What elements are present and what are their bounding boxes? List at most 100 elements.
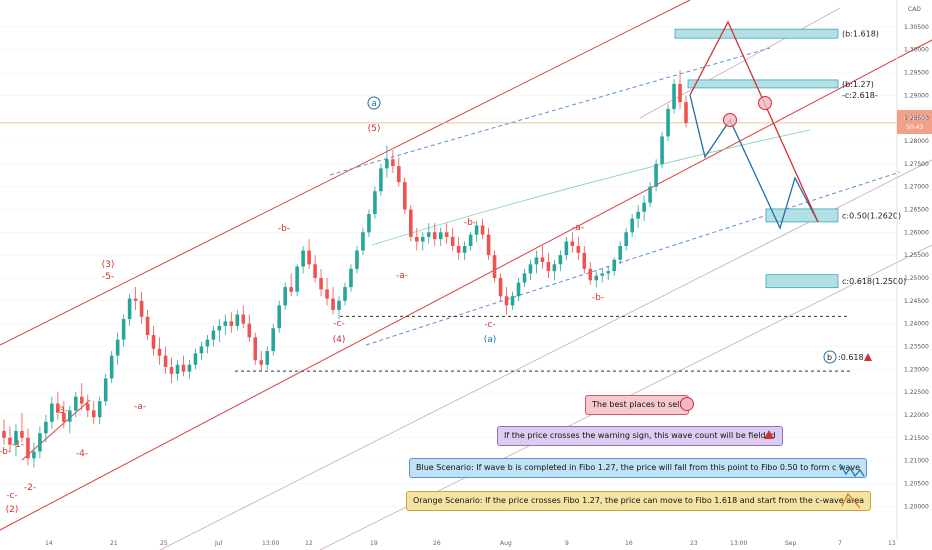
candle-body [97, 401, 102, 418]
candle-body [654, 163, 658, 187]
candle-body [468, 234, 473, 247]
candle-body [486, 234, 491, 256]
candle-body [606, 271, 611, 274]
warning-note: If the price crosses the warning sign, t… [497, 426, 783, 446]
candle-body [91, 410, 96, 418]
channel-red-middle [0, 39, 932, 531]
channel-outer-lower [159, 159, 932, 550]
price-tick-label: 1.26500 [904, 206, 929, 213]
candle-body [217, 325, 222, 331]
time-tick-label: 13:00 [262, 540, 279, 547]
currency-label: CAD [908, 6, 921, 13]
candle-body [169, 367, 174, 374]
candle-body [151, 335, 156, 349]
candle-body [79, 396, 84, 404]
candle-body [367, 214, 371, 233]
candle-body [480, 225, 485, 235]
blue-scenario-path [689, 94, 819, 230]
price-tick-label: 1.25000 [904, 275, 929, 282]
candle-body [373, 191, 377, 215]
warning-icon [864, 353, 872, 361]
candle-body [85, 403, 90, 411]
candle-body [157, 348, 162, 356]
candle-body [115, 339, 120, 356]
candle-body [361, 232, 365, 251]
candle-body [576, 246, 581, 253]
candle-body [522, 273, 527, 283]
candle-body [20, 430, 24, 438]
price-tick-label: 1.20500 [904, 480, 929, 487]
candle-body [109, 355, 114, 379]
candle-body [8, 437, 12, 445]
candle-body [588, 268, 593, 281]
candle-body [409, 209, 413, 237]
candle-body [612, 259, 617, 272]
candle-body [642, 202, 646, 212]
current-price-value: 1.28396 [903, 115, 928, 122]
candle-body [211, 330, 216, 340]
candle-body [241, 314, 246, 324]
fib-b-1618-box [674, 28, 839, 39]
candle-body [181, 364, 186, 372]
candle-body [564, 241, 569, 256]
channel-blue-upper-dashed [329, 47, 771, 176]
b-0618-label: :0.618 [838, 353, 864, 362]
time-tick-label: 16 [625, 540, 633, 547]
price-tick-label: 1.21500 [904, 435, 929, 442]
best-places-note: The best places to sell [585, 395, 689, 415]
candles [2, 70, 688, 468]
candle-body [271, 328, 276, 352]
candle-body [678, 83, 682, 103]
price-tick-label: 1.21000 [904, 458, 929, 465]
time-axis: 14 21 25 Jul 13:00 12 19 26 Aug 9 16 23 13:00 Sep 7 13 [45, 540, 896, 547]
wave-label: -c- [484, 320, 495, 330]
candle-body [600, 273, 605, 276]
candle-body [355, 250, 359, 269]
candle-body [450, 236, 455, 247]
wave-label: -b- [464, 218, 476, 228]
candle-body [414, 236, 419, 242]
fib-b-127-label: (b:1.27) [842, 80, 874, 89]
candle-body [552, 264, 557, 272]
time-tick-label: 21 [110, 540, 118, 547]
subwave-channel-line [21, 399, 91, 461]
wave-label: -b- [0, 447, 11, 457]
candle-body [68, 410, 72, 422]
candle-body [510, 296, 515, 306]
candle-body [420, 236, 425, 242]
candle-body [73, 396, 78, 411]
candle-body [145, 316, 150, 336]
candle-body [403, 182, 407, 210]
candle-body [175, 364, 180, 374]
orange-scenario-note: Orange Scenario: If the price crosses Fi… [406, 491, 872, 511]
price-tick-label: 1.24500 [904, 298, 929, 305]
candle-body [349, 268, 353, 288]
candle-body [570, 241, 575, 247]
time-tick-label: 26 [433, 540, 441, 547]
candle-body [313, 264, 317, 278]
wave-label: -a- [572, 223, 584, 233]
price-tick-label: 1.23500 [904, 343, 929, 350]
warning-note-icon [764, 430, 774, 439]
candle-body [62, 412, 66, 422]
candle-body [456, 246, 461, 253]
candle-body [618, 246, 622, 260]
price-axis: 1.28396 50:43 CAD 1.30500 1.30000 1.29500 1… [896, 0, 932, 540]
candle-body [558, 255, 563, 265]
channel-red-upper [0, 0, 691, 346]
fib-c-050-box [765, 208, 839, 223]
wave-circle [367, 96, 381, 110]
candle-body [223, 321, 228, 326]
price-tick-label: 1.29000 [904, 92, 929, 99]
time-tick-label: 12 [305, 540, 313, 547]
wave-label: -4- [76, 449, 88, 459]
orange-scenario-icon [841, 492, 861, 509]
price-tick-label: 1.25500 [904, 252, 929, 259]
price-tick-label: 1.24000 [904, 321, 929, 328]
wave-label: -2- [24, 483, 36, 493]
wave-label: (2) [6, 505, 19, 515]
time-tick-label: 13 [888, 540, 896, 547]
fib-b-127-box [687, 79, 839, 89]
candle-body [44, 421, 48, 434]
b-circle-label: b [827, 353, 832, 362]
